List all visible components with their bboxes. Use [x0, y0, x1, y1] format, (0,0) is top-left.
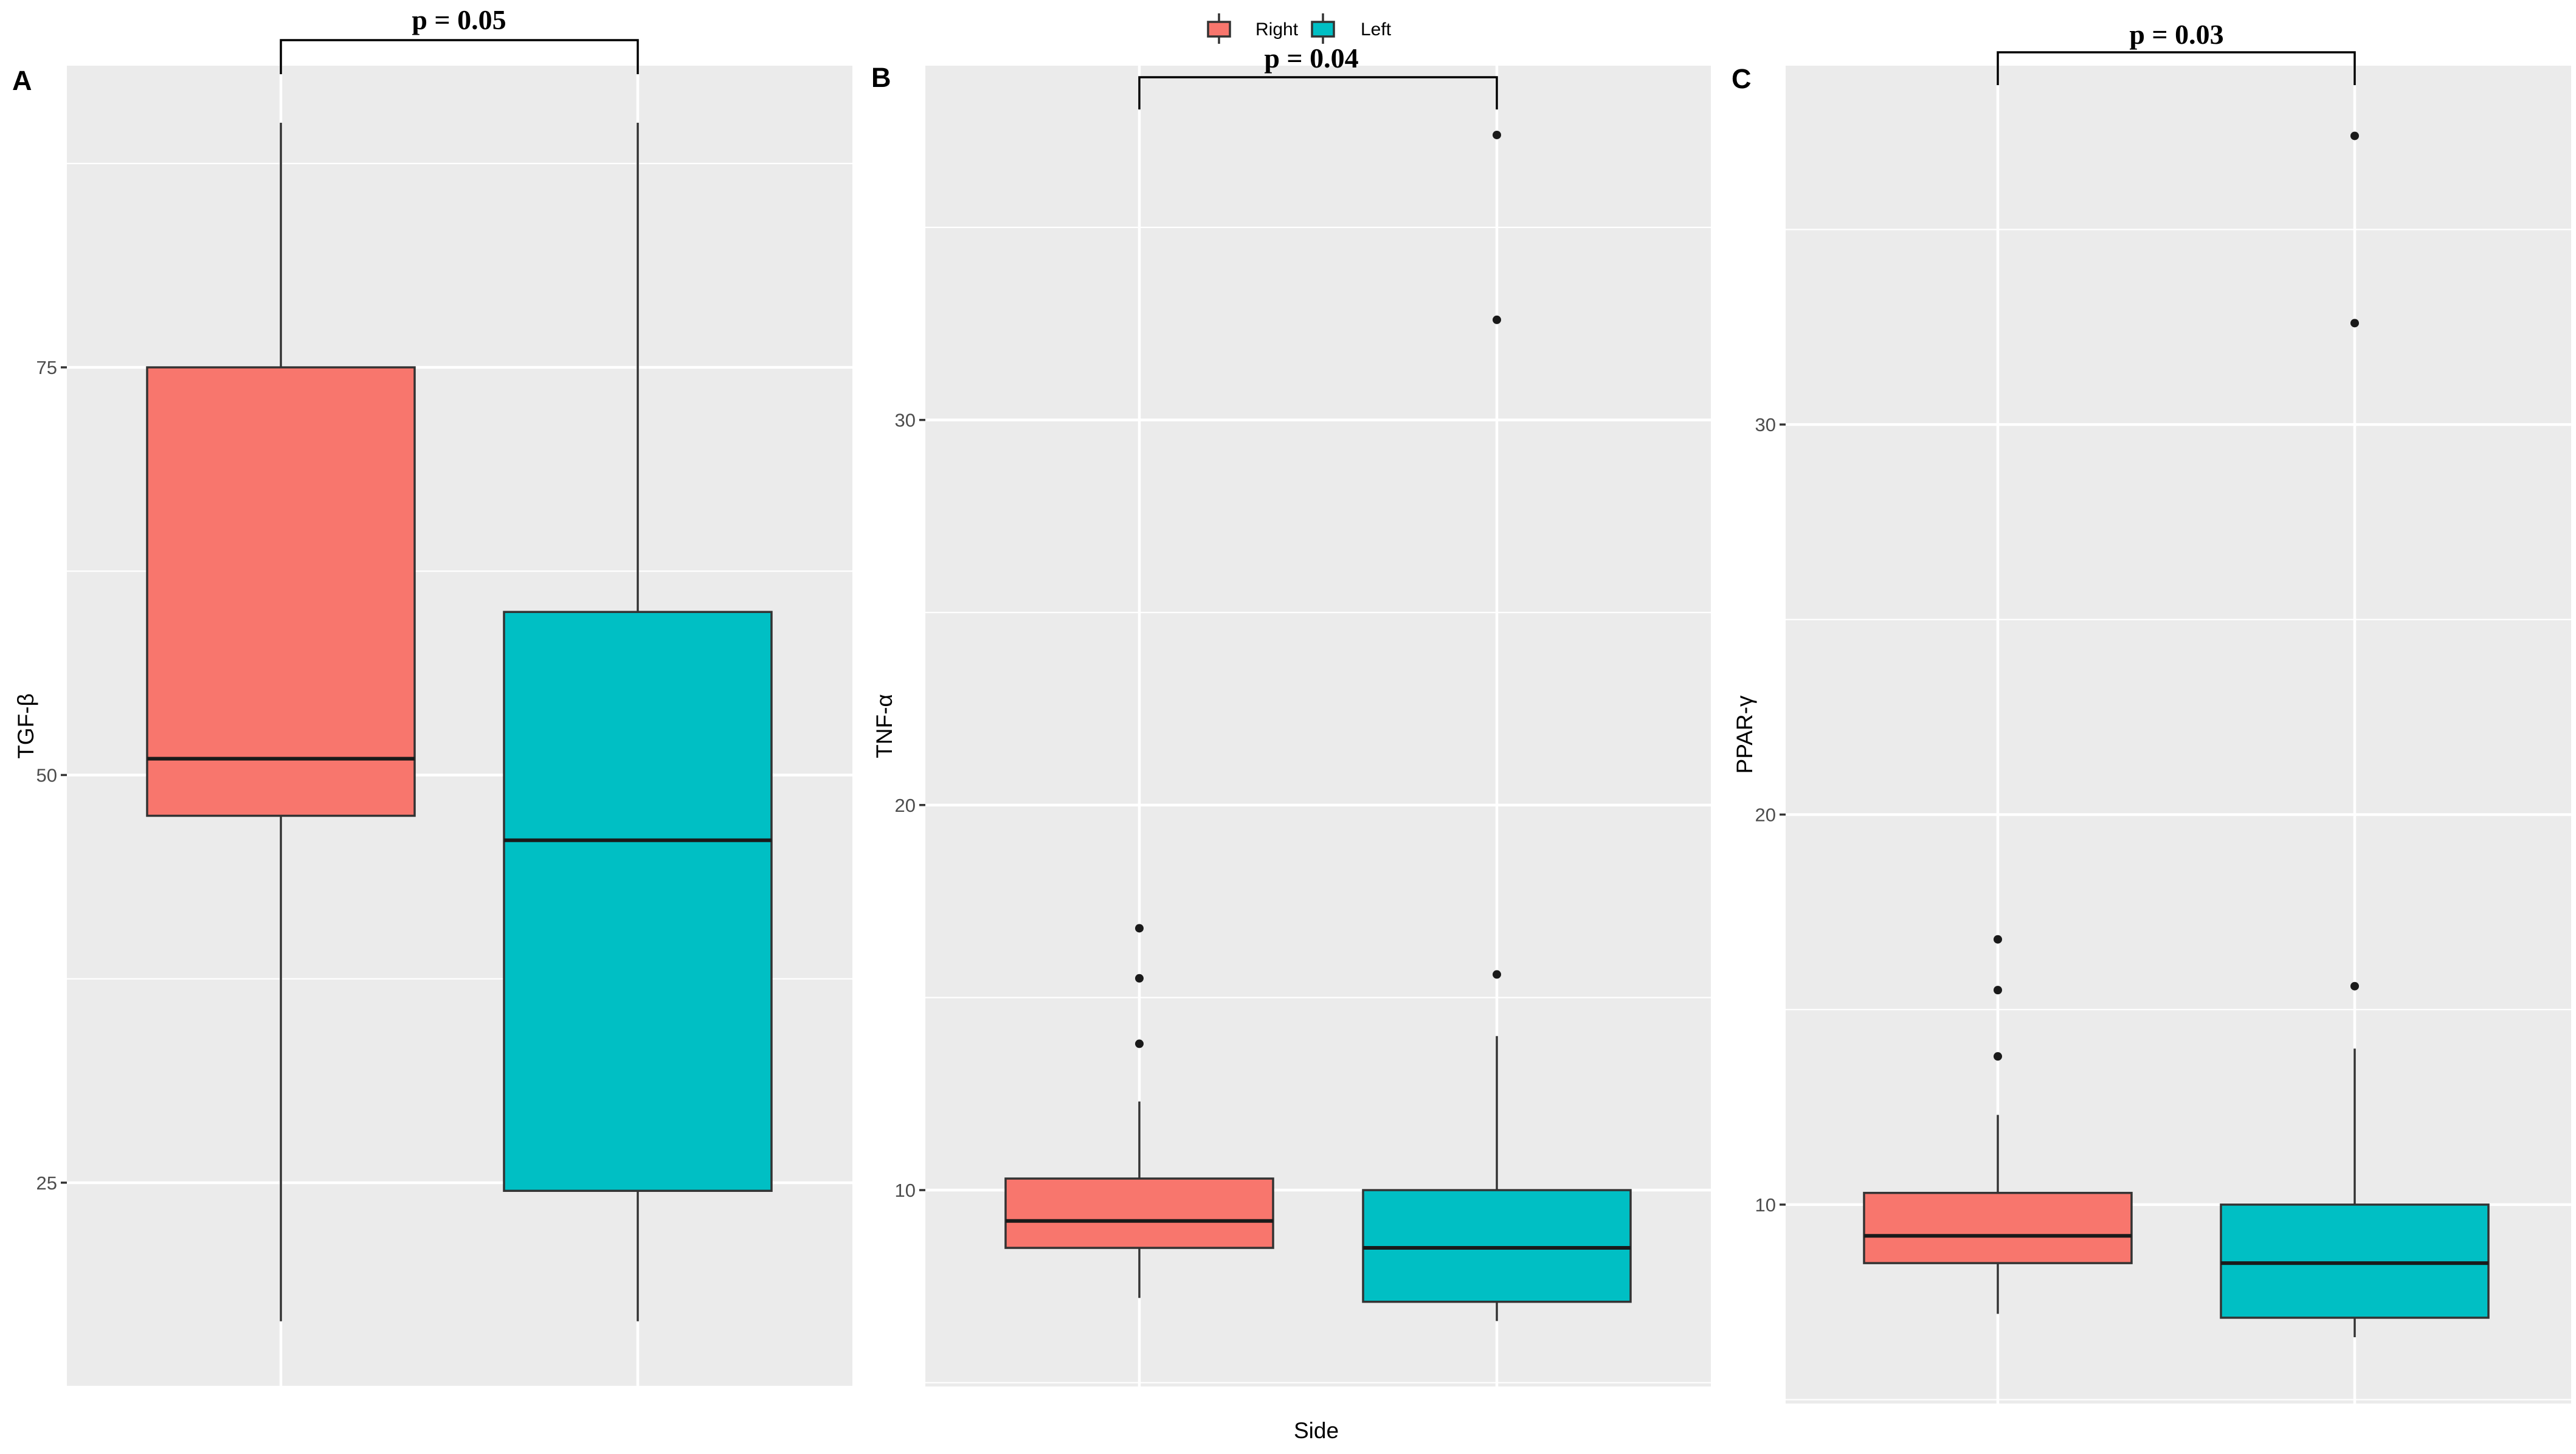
- legend-item-left: Left: [1311, 13, 1392, 44]
- panel-c-right-outlier: [1994, 1052, 2002, 1061]
- legend-label-left: Left: [1361, 19, 1392, 40]
- panel-b-y-tick-label: 20: [895, 795, 916, 816]
- panel-c-y-tick-label: 10: [1755, 1194, 1776, 1216]
- panel-b-pvalue: p = 0.04: [1264, 43, 1358, 74]
- panel-c-background: [1786, 66, 2571, 1404]
- panel-c-y-axis: 10 20 30: [1755, 414, 1786, 1216]
- panel-a-y-tick-label: 25: [36, 1172, 57, 1194]
- panel-c-left-box: [2220, 1203, 2490, 1319]
- panel-b-left-box: [1362, 1189, 1632, 1303]
- panel-a-right-box: [146, 366, 416, 817]
- legend: Right Left: [1207, 13, 1392, 44]
- panel-b-boxes: [1004, 130, 1632, 1321]
- panel-b-background: [925, 66, 1711, 1386]
- panel-a-y-axis: 25 50 75: [36, 357, 67, 1194]
- panel-b-right-box: [1004, 1177, 1274, 1249]
- panel-b-right-outlier: [1135, 1039, 1144, 1048]
- panel-b-y-tick-label: 30: [895, 410, 916, 431]
- panel-c-right-outlier: [1994, 986, 2002, 995]
- legend-item-right: Right: [1207, 13, 1299, 44]
- panel-b-right-outlier: [1135, 924, 1144, 933]
- legend-key-left: [1311, 21, 1335, 38]
- panel-c-pvalue: p = 0.03: [2129, 19, 2223, 50]
- panel-c-significance-bracket: [1997, 51, 2356, 85]
- panel-b-left-outlier: [1493, 315, 1501, 324]
- panel-b-ylabel: TNF-α: [872, 694, 897, 758]
- legend-key-right: [1207, 21, 1231, 38]
- panel-c-boxes: [1863, 131, 2490, 1337]
- panel-b-left-outlier: [1493, 130, 1501, 139]
- panel-b-right-outlier: [1135, 974, 1144, 983]
- panel-c-right-outlier: [1994, 935, 2002, 944]
- x-axis-title: Side: [1294, 1418, 1339, 1443]
- panel-c-y-tick-label: 30: [1755, 414, 1776, 435]
- panel-b-y-tick-label: 10: [895, 1180, 916, 1201]
- panel-a-significance-bracket: [280, 39, 639, 74]
- panel-b-y-axis: 10 20 30: [895, 410, 925, 1201]
- panel-a: 25 50 75 A TGF-β p = 0.05: [12, 4, 852, 1388]
- panel-a-y-tick-label: 75: [36, 357, 57, 378]
- panel-a-pvalue: p = 0.05: [412, 4, 506, 35]
- panel-c-left-outlier: [2350, 981, 2359, 991]
- panel-c-tag: C: [1732, 63, 1752, 94]
- panel-a-ylabel: TGF-β: [13, 693, 38, 759]
- panel-b-left-outlier: [1493, 970, 1501, 979]
- panel-b-significance-bracket: [1138, 76, 1498, 109]
- panel-a-boxes: [146, 122, 773, 1321]
- panel-c-ylabel: PPAR-γ: [1732, 695, 1757, 774]
- panel-c-left-outlier: [2350, 131, 2359, 140]
- panel-c-left-outlier: [2350, 319, 2359, 328]
- panel-b-tag: B: [871, 62, 891, 93]
- panel-c-y-tick-label: 20: [1755, 804, 1776, 825]
- legend-label-right: Right: [1255, 19, 1299, 40]
- panel-b: 10 20 30 B TNF-α p = 0.04: [871, 43, 1711, 1386]
- panel-a-tag: A: [12, 65, 32, 96]
- panel-c: 10 20 30 C PPAR-γ p = 0.03: [1732, 19, 2571, 1404]
- panel-a-left-box: [503, 611, 773, 1192]
- panel-a-y-tick-label: 50: [36, 764, 57, 786]
- panel-c-right-box: [1863, 1191, 2133, 1264]
